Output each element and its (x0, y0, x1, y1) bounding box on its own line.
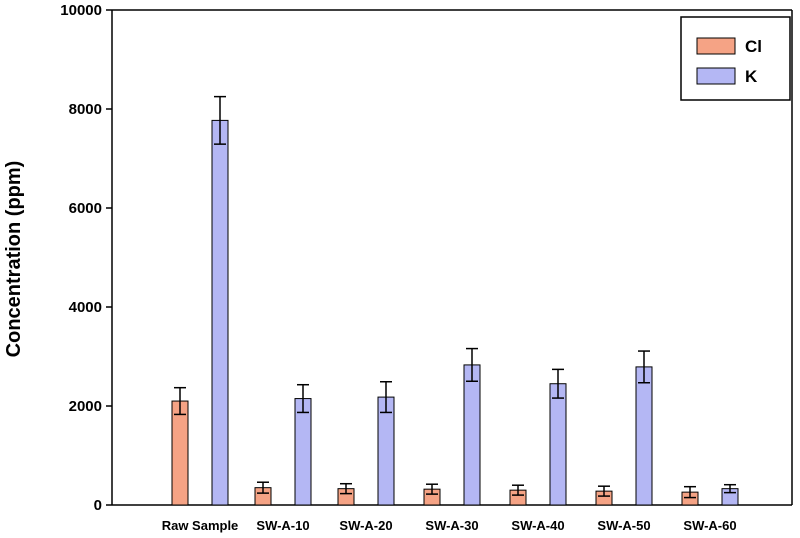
bar-k-5 (635, 366, 653, 506)
x-tick-label: SW-A-40 (511, 518, 564, 533)
y-tick-label: 2000 (69, 398, 102, 415)
bar-k-3 (463, 364, 481, 506)
y-ticks: 0 2000 4000 6000 8000 10000 (60, 2, 112, 514)
legend-label-cl: Cl (745, 37, 762, 56)
y-axis-title: Concentration (ppm) (3, 161, 25, 358)
x-tick-labels: Raw Sample SW-A-10 SW-A-20 SW-A-30 SW-A-40 SW… (162, 518, 737, 533)
x-tick-label: SW-A-60 (683, 518, 736, 533)
bar-cl-0 (171, 400, 189, 506)
x-tick-label: SW-A-50 (597, 518, 650, 533)
y-tick-label: 10000 (60, 2, 102, 19)
legend-box (680, 16, 791, 101)
bar-k-4 (549, 383, 567, 506)
x-tick-label: SW-A-10 (256, 518, 309, 533)
y-tick-label: 4000 (69, 299, 102, 316)
legend-label-k: K (745, 67, 758, 86)
x-tick-label: Raw Sample (162, 518, 239, 533)
bar-k-0 (211, 119, 229, 506)
bar-k-1 (294, 398, 312, 506)
bars (171, 119, 739, 506)
x-tick-label: SW-A-30 (425, 518, 478, 533)
y-tick-label: 6000 (69, 200, 102, 217)
x-tick-label: SW-A-20 (339, 518, 392, 533)
bar-k-2 (377, 396, 395, 506)
legend-swatch-cl (696, 37, 736, 55)
legend-swatch-k (696, 67, 736, 85)
error-bars (174, 95, 736, 499)
legend: Cl K (680, 16, 791, 101)
y-tick-label: 0 (94, 497, 102, 514)
y-tick-label: 8000 (69, 101, 102, 118)
